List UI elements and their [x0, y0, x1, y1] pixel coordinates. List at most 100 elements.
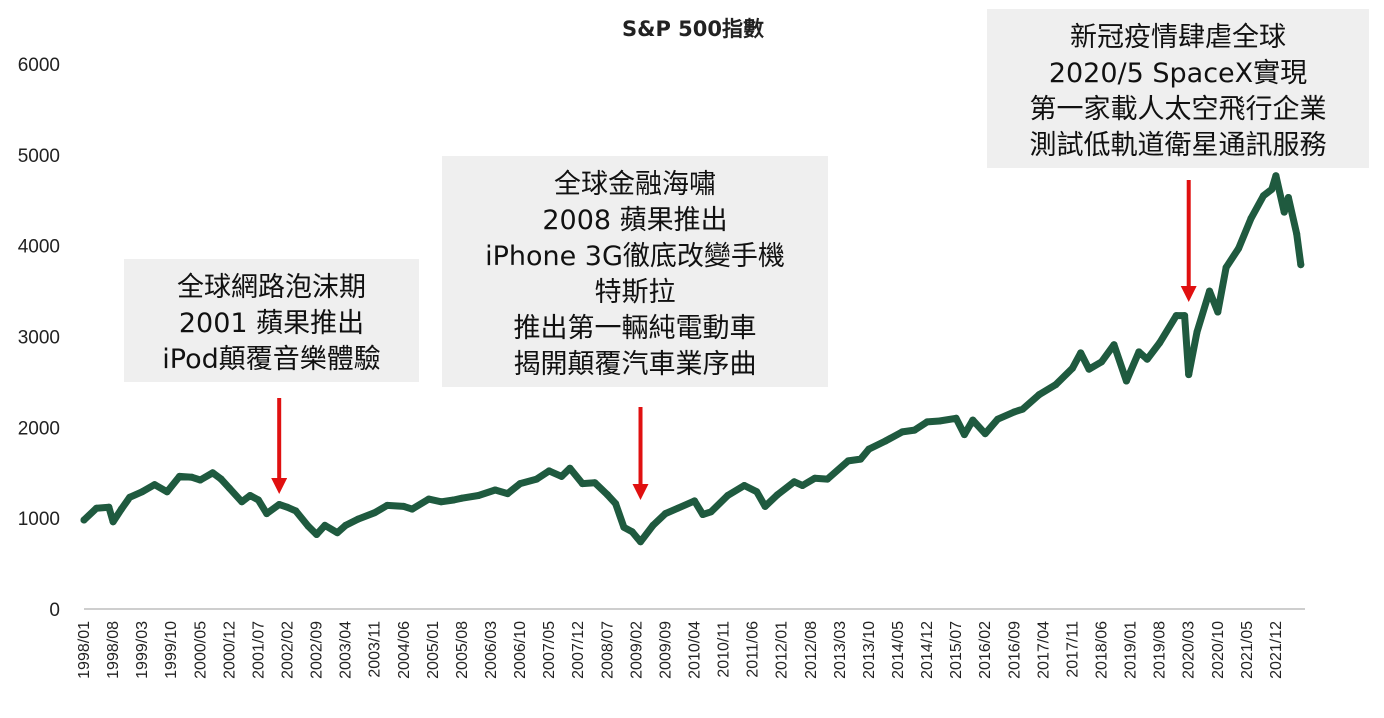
x-tick-label: 2020/10: [1210, 621, 1227, 679]
data-point: [1068, 364, 1076, 372]
annotation-text: 測試低軌道衛星通訊服務: [1030, 130, 1327, 161]
data-point: [865, 445, 873, 453]
annotation-text: 揭開顛覆汽車業序曲: [514, 349, 757, 380]
data-point: [371, 509, 379, 517]
data-point: [1247, 214, 1255, 222]
x-tick-label: 1998/01: [76, 621, 93, 679]
data-point: [1214, 308, 1222, 316]
annotation-text: 特斯拉: [595, 277, 676, 308]
x-tick-label: 2005/01: [425, 621, 442, 679]
x-tick-label: 2001/07: [250, 621, 267, 679]
y-tick-label: 5000: [18, 146, 60, 167]
x-tick-label: 1999/03: [134, 621, 151, 679]
annotation-text: 2001 蘋果推出: [179, 308, 364, 339]
data-point: [936, 417, 943, 425]
data-point: [117, 505, 125, 513]
data-point: [491, 486, 499, 494]
data-point: [1019, 405, 1027, 413]
data-point: [969, 416, 977, 424]
data-point: [292, 507, 300, 515]
data-point: [637, 538, 644, 546]
data-point: [844, 457, 852, 465]
data-point: [313, 531, 321, 538]
x-tick-label: 2005/08: [454, 621, 471, 679]
annotation-box: [124, 259, 419, 382]
data-point: [699, 511, 707, 518]
data-point: [774, 491, 782, 499]
y-axis: 0 1000 2000 3000 4000 5000 6000: [18, 55, 60, 621]
annotation-text: iPhone 3G徹底改變手機: [485, 241, 785, 272]
data-point: [707, 508, 715, 516]
annotation-text: iPod顛覆音樂體驗: [162, 344, 380, 375]
data-point: [275, 501, 283, 508]
data-point: [566, 464, 574, 472]
data-point: [263, 510, 271, 518]
x-tick-label: 2010/11: [716, 621, 733, 678]
data-point: [342, 521, 350, 529]
data-point: [1172, 312, 1180, 320]
data-point: [898, 428, 906, 436]
data-point: [1010, 408, 1018, 416]
data-point: [591, 479, 599, 487]
data-point: [578, 480, 586, 488]
data-point: [1284, 194, 1292, 201]
data-point: [1156, 339, 1164, 347]
data-point: [691, 497, 698, 505]
x-tick-label: 2006/03: [483, 621, 500, 679]
annotation-text: 推出第一輛純電動車: [514, 313, 757, 344]
data-point: [981, 430, 989, 438]
data-point: [603, 491, 611, 499]
data-point: [209, 469, 217, 477]
data-point: [799, 482, 806, 489]
annotation-text: 2008 蘋果推出: [542, 205, 727, 236]
y-tick-label: 4000: [18, 237, 60, 258]
data-point: [1268, 185, 1276, 193]
data-point: [1222, 264, 1230, 271]
x-tick-label: 2017/11: [1064, 621, 1081, 678]
data-point: [504, 490, 512, 498]
data-point: [138, 488, 146, 496]
y-tick-label: 0: [49, 600, 60, 621]
x-tick-label: 2013/10: [861, 621, 878, 679]
annotations: 全球網路泡沫期 2001 蘋果推出 iPod顛覆音樂體驗 全球金融海嘯 2008 蘋果推…: [124, 9, 1369, 500]
data-point: [1297, 261, 1305, 269]
x-tick-label: 2021/05: [1239, 621, 1256, 679]
x-tick-label: 2006/10: [512, 621, 529, 679]
x-tick-label: 2015/07: [948, 621, 965, 679]
x-tick-label: 2003/11: [367, 621, 384, 678]
data-point: [217, 475, 225, 483]
data-point: [238, 498, 246, 506]
annotation-text: 第一家載人太空飛行企業: [1030, 94, 1327, 125]
data-point: [1206, 287, 1213, 295]
data-point: [740, 482, 748, 489]
data-point: [354, 515, 362, 523]
x-tick-label: 2000/05: [192, 621, 209, 679]
annotation-callout: 全球網路泡沫期 2001 蘋果推出 iPod顛覆音樂體驗: [124, 259, 419, 494]
x-tick-label: 2019/01: [1123, 621, 1140, 679]
data-point: [383, 501, 391, 509]
data-point: [823, 475, 831, 483]
annotation-text: 新冠疫情肆虐全球: [1070, 22, 1286, 53]
annotation-box: [987, 9, 1369, 168]
annotation-text: 全球網路泡沫期: [177, 272, 366, 303]
data-point: [811, 474, 819, 482]
x-tick-label: 2007/05: [541, 621, 558, 679]
data-point: [1280, 208, 1288, 216]
data-point: [1272, 172, 1280, 180]
x-tick-label: 2014/05: [890, 621, 907, 679]
x-tick-label: 2004/06: [396, 621, 413, 679]
data-point: [790, 478, 798, 486]
data-point: [923, 418, 931, 426]
x-tick-label: 2014/12: [919, 621, 936, 679]
data-point: [620, 523, 628, 531]
data-point: [661, 510, 669, 518]
x-tick-label: 1999/10: [163, 621, 180, 679]
annotation-text: 全球金融海嘯: [554, 169, 716, 200]
data-point: [674, 504, 682, 512]
y-tick-label: 6000: [18, 55, 60, 76]
data-point: [93, 504, 100, 512]
x-tick-label: 2018/06: [1094, 621, 1111, 679]
data-point: [151, 481, 159, 489]
data-point: [882, 437, 889, 445]
